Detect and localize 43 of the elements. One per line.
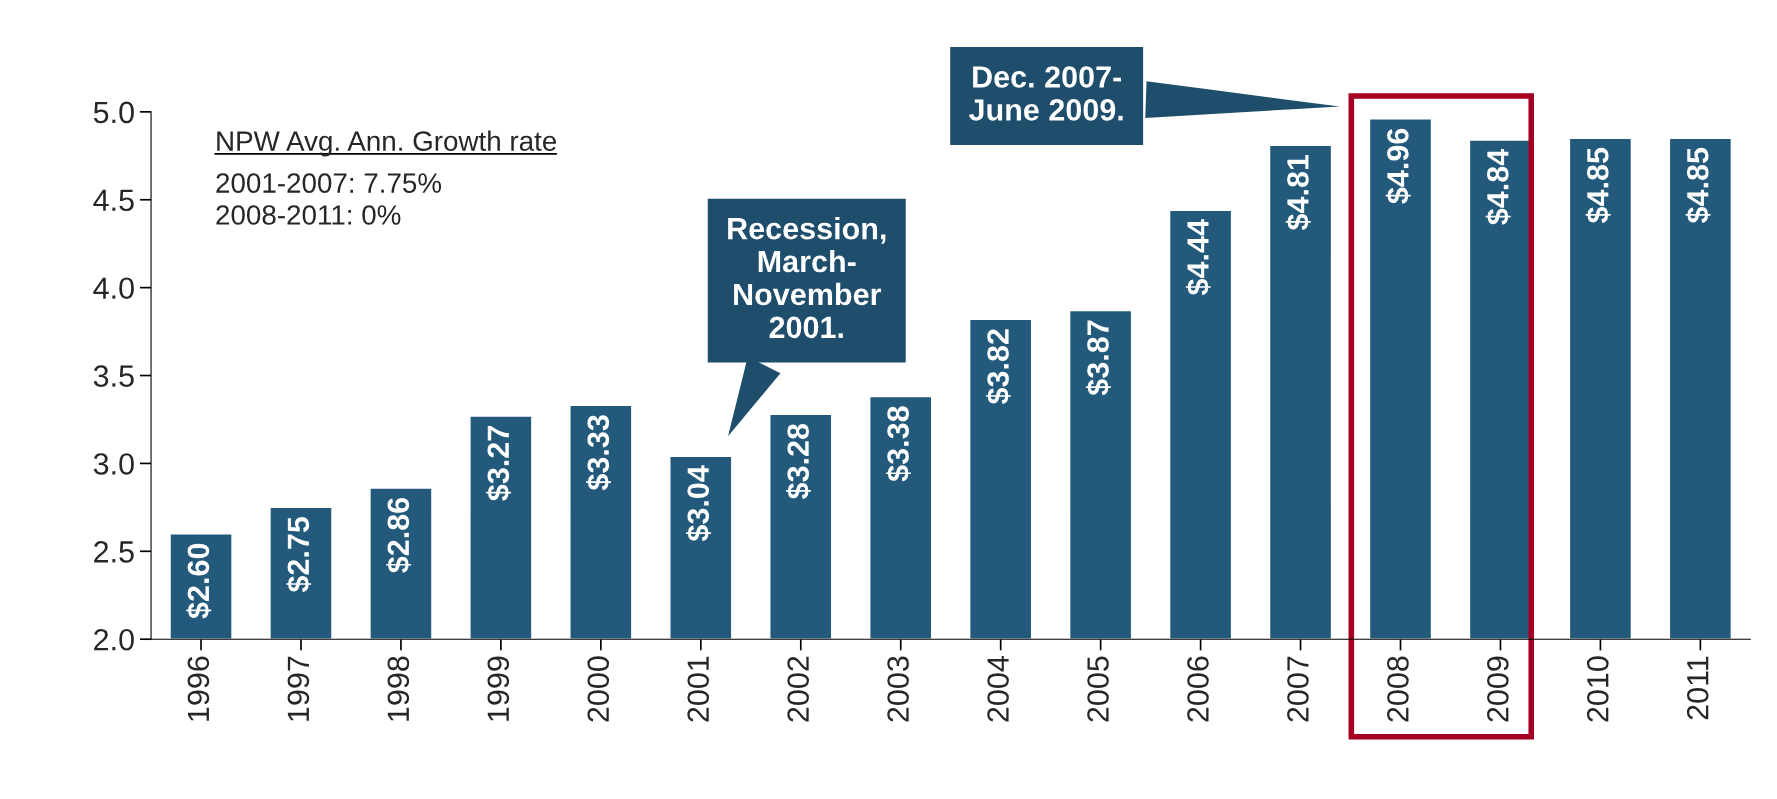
x-tick-label: 1997 <box>287 656 310 721</box>
x-tick-label: 2009 <box>1487 656 1509 722</box>
y-tick-label: 2.5 <box>94 541 134 563</box>
x-tick-label: 1998 <box>387 656 410 721</box>
x-tick-label: 2011 <box>1686 656 1709 720</box>
data-label: $3.04 <box>686 465 711 542</box>
annotation: NPW Avg. Ann. Growth rate <box>217 130 557 157</box>
data-label: $4.96 <box>1385 128 1411 204</box>
annotation: 2001-2007: 7.75% 2008-2011: 0% <box>216 173 442 225</box>
y-tick-label: 3.5 <box>93 365 134 387</box>
x-tick-label: 2008 <box>1387 656 1409 722</box>
x-tick-label: 2003 <box>887 656 909 722</box>
x-tick-label: 2007 <box>1287 656 1309 722</box>
data-label: $2.75 <box>286 517 312 593</box>
x-tick-label: 1996 <box>187 656 210 721</box>
y-tick-label: 4.0 <box>93 277 134 300</box>
data-label: $4.85 <box>1685 147 1711 224</box>
data-label: $3.33 <box>586 415 612 491</box>
x-tick-label: 2002 <box>787 656 809 722</box>
y-tick-label: 4.5 <box>93 189 134 212</box>
data-label: $4.44 <box>1185 219 1211 296</box>
data-label: $2.86 <box>386 497 412 573</box>
data-label: $3.87 <box>1085 320 1111 396</box>
data-label: $4.81 <box>1285 154 1311 231</box>
x-tick-label: 1999 <box>487 656 510 721</box>
data-label: $3.27 <box>486 426 512 501</box>
annotation: Recession, March- November 2001. <box>728 217 886 339</box>
x-tick-label: 2000 <box>587 656 610 722</box>
x-tick-label: 2006 <box>1187 656 1209 722</box>
x-tick-label: 2004 <box>987 656 1009 722</box>
data-label: $4.85 <box>1585 147 1611 224</box>
data-label: $3.82 <box>985 329 1011 405</box>
data-label: $4.84 <box>1485 148 1511 225</box>
annotation: Dec. 2007- June 2009. <box>968 66 1123 121</box>
y-tick-label: 3.0 <box>93 453 134 475</box>
x-tick-label: 2001 <box>687 656 710 722</box>
x-tick-label: 2005 <box>1087 656 1109 722</box>
y-tick-label: 2.0 <box>94 628 134 651</box>
data-label: $3.38 <box>885 406 911 482</box>
x-tick-label: 2010 <box>1586 656 1609 722</box>
y-tick-label: 5.0 <box>93 101 134 124</box>
data-label: $2.60 <box>186 543 212 619</box>
data-label: $3.28 <box>785 423 811 500</box>
